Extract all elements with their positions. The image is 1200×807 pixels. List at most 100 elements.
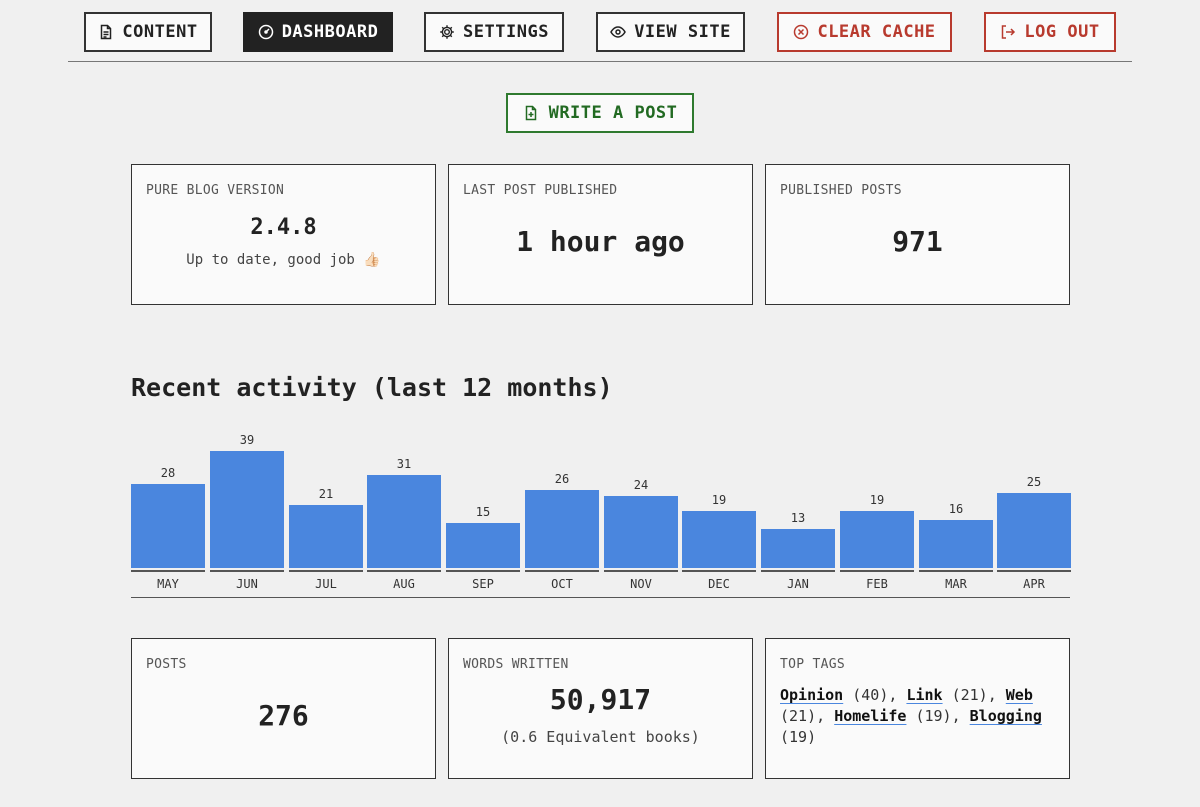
chart-bar-nov [604,496,678,568]
chart-value-label: 16 [948,502,964,516]
last-post-value: 1 hour ago [516,225,685,258]
write-post-label: WRITE A POST [548,103,678,123]
last-post-card: LAST POST PUBLISHED 1 hour ago [448,164,753,305]
chart-month-label: APR [1023,577,1045,591]
tag-count: (19) [780,728,817,746]
last-post-label: LAST POST PUBLISHED [463,183,618,198]
chart-month-label: MAR [945,577,967,591]
file-plus-icon [525,105,536,121]
chart-bar-baseline [682,570,756,572]
chart-value-label: 39 [239,433,255,447]
chart-bar-sep [446,523,520,568]
chart-bar-baseline [367,570,441,572]
nav-content-label: CONTENT [122,22,198,42]
nav-settings-button[interactable]: SETTINGS [424,12,564,52]
chart-month-label: DEC [708,577,730,591]
chart-bar-jun [210,451,284,568]
chart-value-label: 28 [160,466,176,480]
tag-link-homelife[interactable]: Homelife [834,707,907,725]
tag-link-link[interactable]: Link [906,686,943,704]
tag-count: (21) [780,707,817,725]
chart-bar-jul [289,505,363,568]
chart-month-label: AUG [393,577,415,591]
chart-bar-baseline [210,570,284,572]
chart-bar-apr [997,493,1071,568]
tag-count: (19) [915,707,952,725]
published-posts-label: PUBLISHED POSTS [780,183,902,198]
close-circle-icon [794,24,809,40]
nav-settings-label: SETTINGS [463,22,549,42]
chart-bar-baseline [446,570,520,572]
gauge-icon [258,24,273,40]
chart-bar-aug [367,475,441,568]
nav-log-out-label: LOG OUT [1024,22,1100,42]
top-tags-label: TOP TAGS [780,657,846,672]
eye-icon [610,26,627,38]
published-posts-card: PUBLISHED POSTS 971 [765,164,1070,305]
chart-bar-baseline [919,570,993,572]
version-card: PURE BLOG VERSION 2.4.8 Up to date, good… [131,164,436,305]
chart-bar-baseline [525,570,599,572]
chart-bar-may [131,484,205,568]
chart-month-label: JAN [787,577,809,591]
chart-value-label: 24 [633,478,649,492]
chart-bar-baseline [289,570,363,572]
chart-bar-baseline [604,570,678,572]
chart-bar-dec [682,511,756,568]
chart-bar-baseline [997,570,1071,572]
chart-bar-feb [840,511,914,568]
chart-bar-baseline [131,570,205,572]
words-written-label: WORDS WRITTEN [463,657,569,672]
tag-link-blogging[interactable]: Blogging [969,707,1042,725]
top-nav: CONTENT DASHBOARD SETTINGS VIEW SITE CLE… [68,0,1132,62]
words-written-card: WORDS WRITTEN 50,917 (0.6 Equivalent boo… [448,638,753,779]
tag-link-web[interactable]: Web [1005,686,1033,704]
top-tags-card: TOP TAGS Opinion (40), Link (21), Web (2… [765,638,1070,779]
chart-bar-mar [919,520,993,568]
top-tags-list: Opinion (40), Link (21), Web (21), Homel… [780,686,1042,746]
chart-bar-jan [761,529,835,568]
posts-label: POSTS [146,657,187,672]
chart-value-label: 26 [554,472,570,486]
chart-value-label: 13 [790,511,806,525]
chart-bar-baseline [840,570,914,572]
chart-month-label: MAY [157,577,179,591]
chart-bar-oct [525,490,599,568]
chart-value-label: 19 [869,493,885,507]
nav-dashboard-button[interactable]: DASHBOARD [243,12,393,52]
tag-link-opinion[interactable]: Opinion [780,686,844,704]
version-note: Up to date, good job 👍🏻 [186,252,381,268]
version-label: PURE BLOG VERSION [146,183,285,198]
words-written-value: 50,917 [549,683,652,716]
tag-count: (40) [852,686,889,704]
document-icon [101,24,112,40]
chart-value-label: 19 [711,493,727,507]
write-post-button[interactable]: WRITE A POST [506,93,694,133]
activity-chart: 28 MAY 39 JUN 21 JUL 31 AUG 15 SEP 26 OCT 24 NOV 19 DEC… [131,420,1071,600]
gear-icon [440,25,454,39]
published-posts-value: 971 [892,225,943,258]
nav-dashboard-label: DASHBOARD [281,22,379,42]
chart-month-label: FEB [866,577,888,591]
chart-value-label: 21 [318,487,334,501]
nav-log-out-button[interactable]: LOG OUT [984,12,1116,52]
chart-month-label: SEP [472,577,494,591]
activity-title: Recent activity (last 12 months) [131,373,613,402]
chart-value-label: 31 [396,457,412,471]
nav-content-button[interactable]: CONTENT [84,12,212,52]
nav-clear-cache-label: CLEAR CACHE [817,22,936,42]
logout-icon [1002,25,1016,39]
nav-view-site-button[interactable]: VIEW SITE [596,12,745,52]
nav-clear-cache-button[interactable]: CLEAR CACHE [777,12,952,52]
chart-month-label: JUN [236,577,258,591]
chart-value-label: 15 [475,505,491,519]
posts-card: POSTS 276 [131,638,436,779]
posts-value: 276 [258,699,309,732]
chart-month-label: JUL [315,577,337,591]
chart-month-label: OCT [551,577,573,591]
chart-axis [131,597,1070,598]
chart-month-label: NOV [630,577,652,591]
words-written-note: (0.6 Equivalent books) [501,728,700,746]
chart-bar-baseline [761,570,835,572]
chart-value-label: 25 [1026,475,1042,489]
